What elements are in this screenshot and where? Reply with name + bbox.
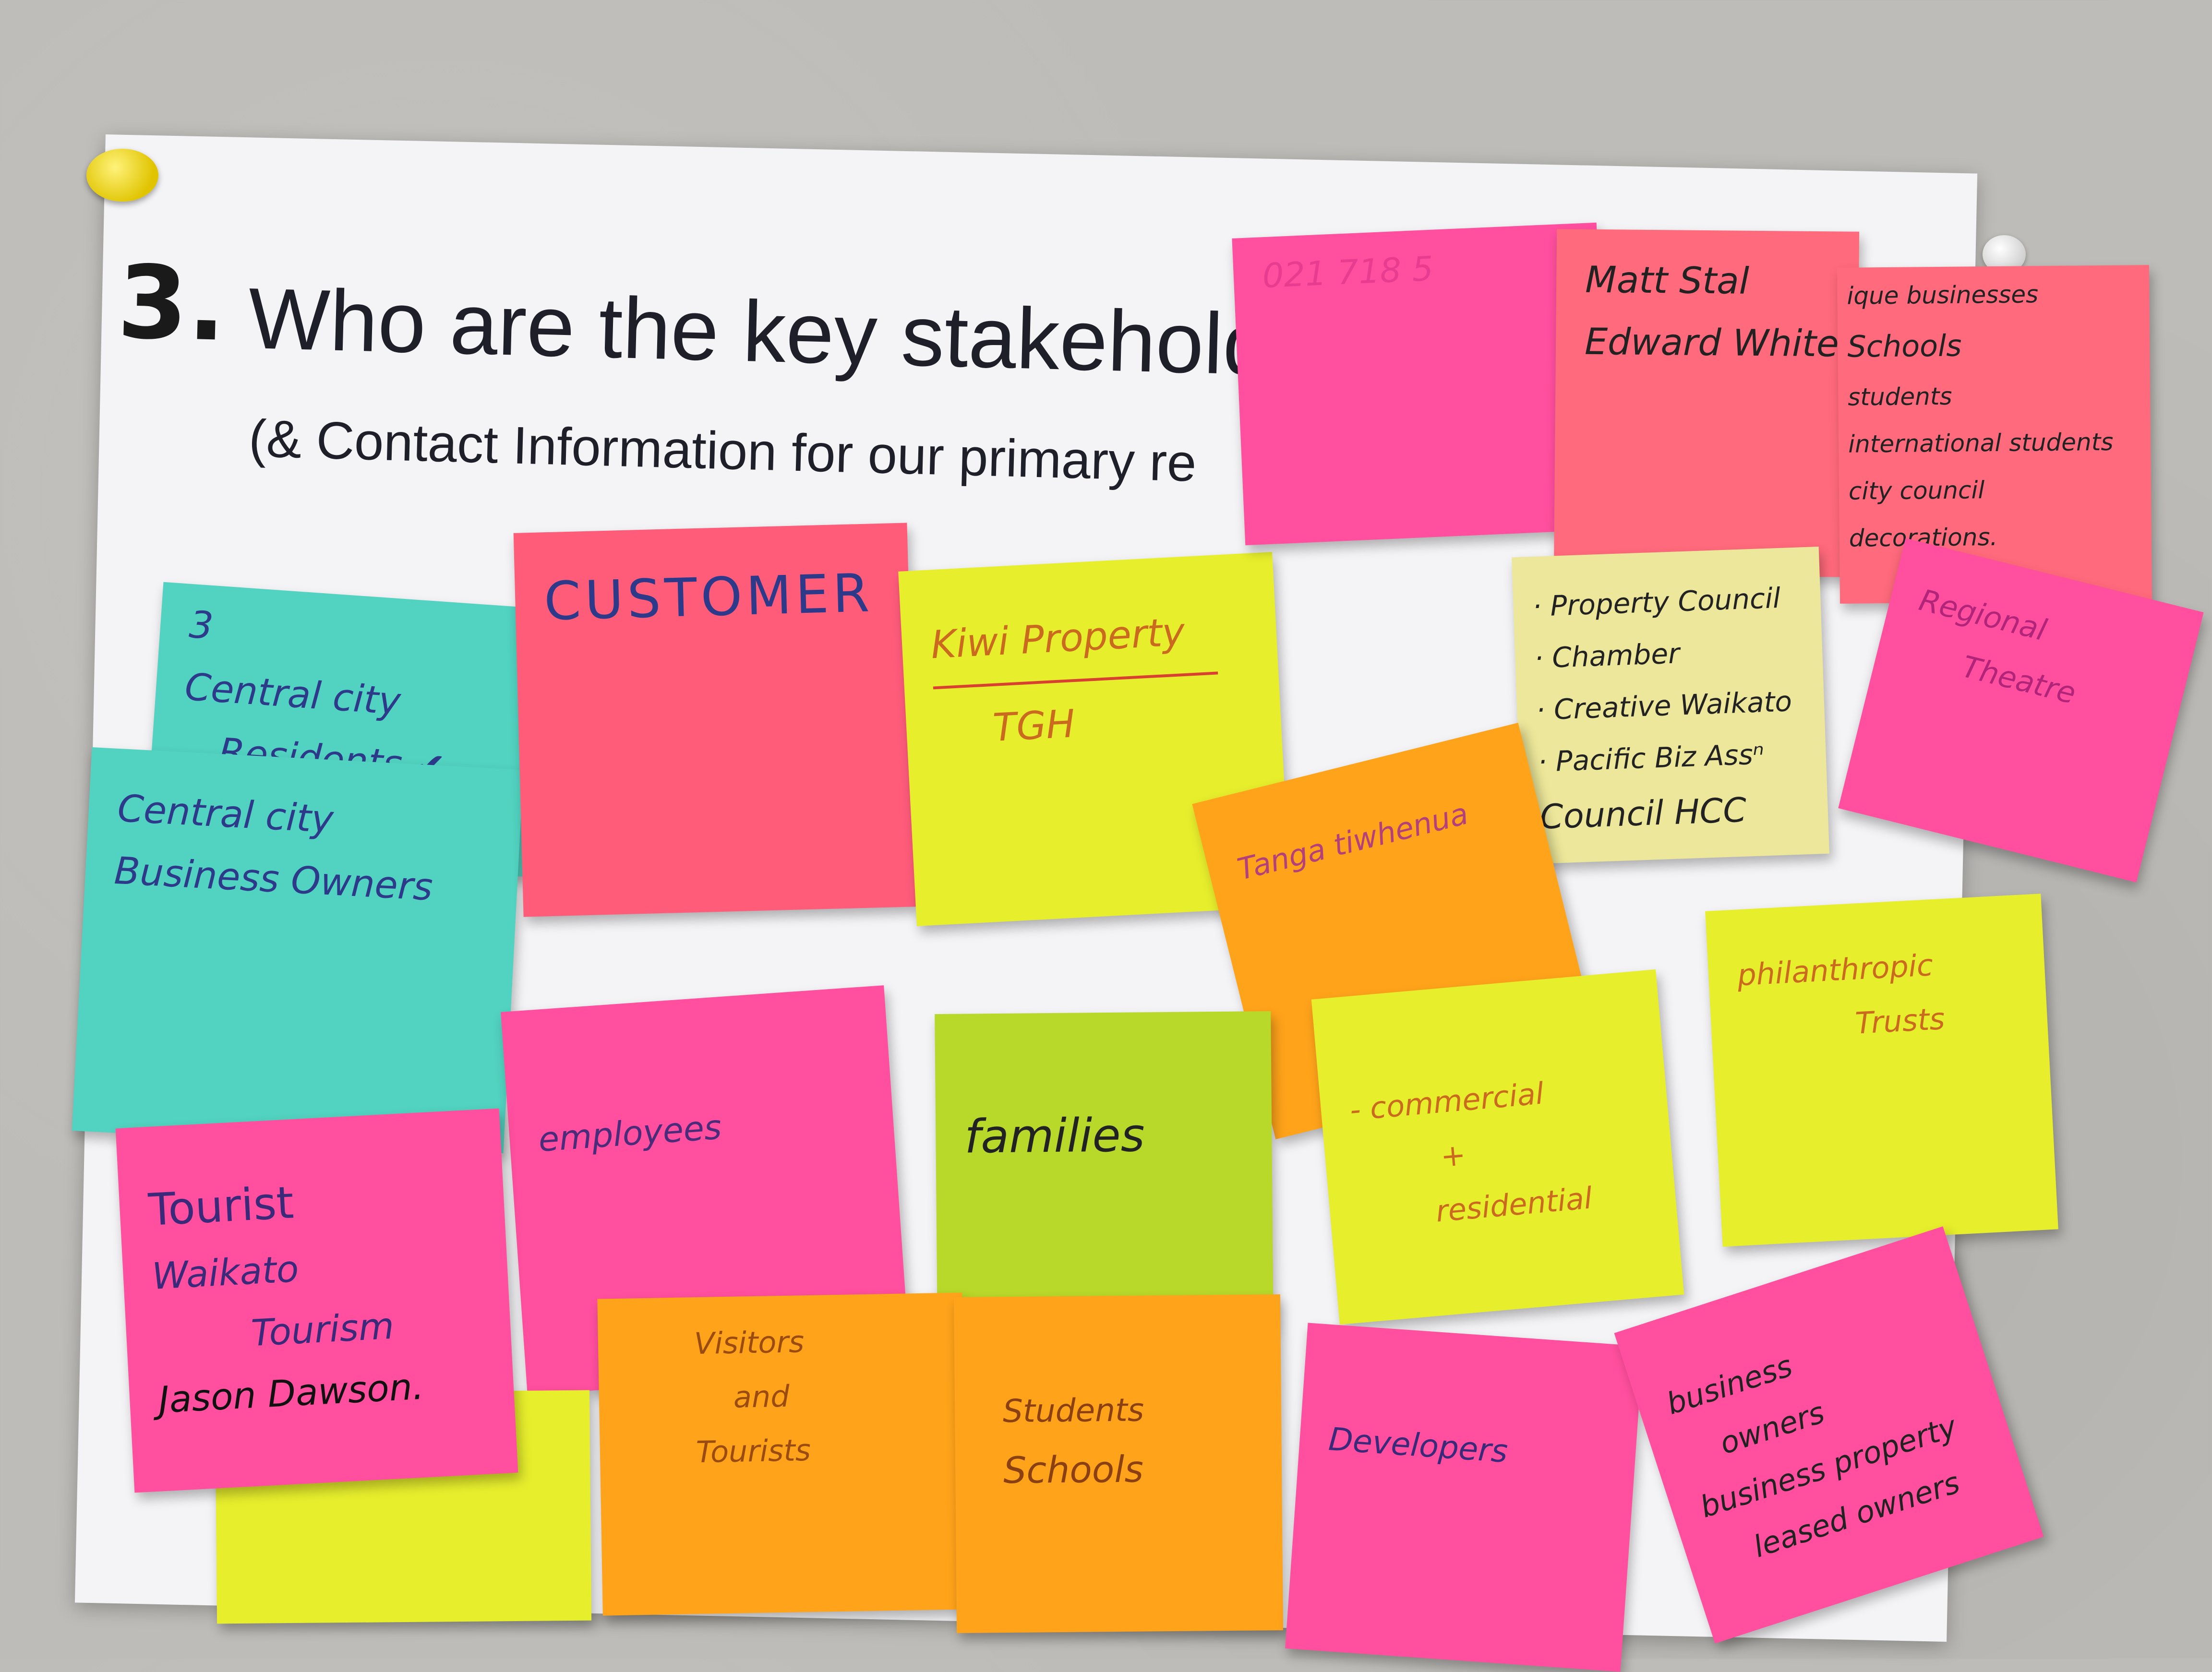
note-families: families xyxy=(935,1011,1274,1331)
note-visitors-tourists: Visitors and Tourists xyxy=(597,1292,968,1616)
note-matt-stal-edward-white: Matt Stal Edward White xyxy=(1553,229,1860,577)
note-property-council-list: · Property Council · Chamber · Creative … xyxy=(1512,547,1829,864)
note-students-schools: Students Schools xyxy=(953,1294,1284,1633)
note-central-city-business-owners: Central city Business Owners xyxy=(72,747,524,1154)
note-schools-list: ique businesses Schools students interna… xyxy=(1837,265,2152,604)
note-tourist-waikato: Tourist Waikato Tourism Jason Dawson. xyxy=(115,1108,518,1493)
note-commercial-residential: - commercial + residential xyxy=(1311,969,1684,1325)
note-customer: CUSTOMER xyxy=(513,523,917,917)
note-phone-number: 021 718 5 xyxy=(1232,222,1610,546)
note-developers: Developers xyxy=(1285,1323,1643,1672)
note-divider-line xyxy=(933,671,1218,690)
question-number: 3. xyxy=(116,243,228,364)
yellow-pushpin-icon xyxy=(86,149,158,202)
note-philanthropic-trusts: philanthropic Trusts xyxy=(1705,894,2058,1247)
